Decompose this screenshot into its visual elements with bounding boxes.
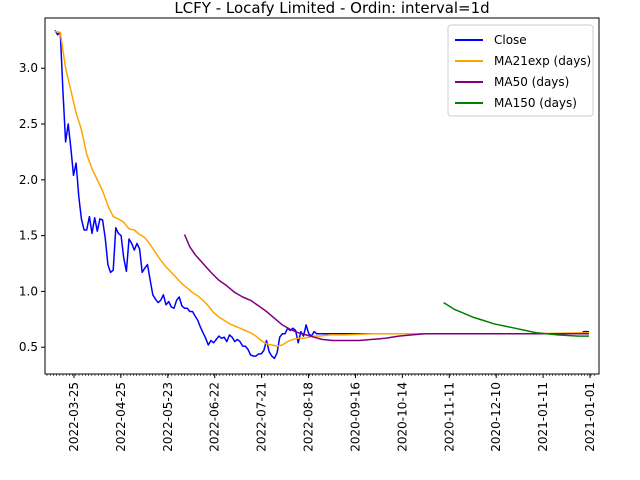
legend-label: Close xyxy=(494,33,527,47)
legend-label: MA50 (days) xyxy=(494,75,569,89)
x-tick-label: 2021-01-01 xyxy=(583,382,597,452)
x-tick-label: 2022-08-18 xyxy=(302,382,316,452)
legend-label: MA150 (days) xyxy=(494,96,577,110)
series-line-3 xyxy=(443,301,589,337)
y-tick-label: 3.0 xyxy=(19,61,38,75)
x-tick-label: 2021-01-11 xyxy=(536,382,550,452)
x-tick-label: 2020-11-11 xyxy=(442,382,456,452)
y-tick-label: 0.5 xyxy=(19,340,38,354)
y-tick-label: 1.5 xyxy=(19,229,38,243)
y-tick-label: 1.0 xyxy=(19,284,38,298)
x-tick-label: 2022-07-21 xyxy=(255,382,269,452)
y-axis: 0.5 1.0 1.5 2.0 2.5 3.0 xyxy=(19,61,45,354)
x-tick-label: 2022-04-25 xyxy=(114,382,128,452)
series-line-2 xyxy=(183,234,589,342)
x-tick-label: 2022-05-23 xyxy=(161,382,175,452)
chart-title: LCFY - Locafy Limited - Ordin: interval=… xyxy=(174,0,489,17)
x-tick-label: 2022-03-25 xyxy=(67,382,81,452)
series-line-1 xyxy=(54,30,590,347)
legend-label: MA21exp (days) xyxy=(494,54,591,68)
y-tick-label: 2.0 xyxy=(19,173,38,187)
x-tick-label: 2020-12-10 xyxy=(489,382,503,452)
x-tick-label: 2020-10-14 xyxy=(395,382,409,452)
legend: Close MA21exp (days) MA50 (days) MA150 (day… xyxy=(447,24,594,117)
x-tick-label: 2020-09-16 xyxy=(348,382,362,452)
plot-area xyxy=(54,29,590,360)
x-axis: 2022-03-25 2022-04-25 2022-05-23 2022-06-22… xyxy=(46,374,597,452)
x-tick-label: 2022-06-22 xyxy=(208,382,222,452)
legend-box xyxy=(447,24,594,117)
y-tick-label: 2.5 xyxy=(19,117,38,131)
